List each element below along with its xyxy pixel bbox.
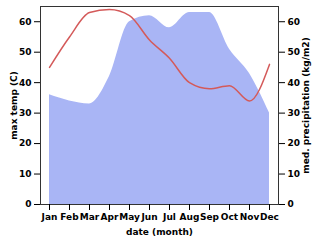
svg-text:Dec: Dec [260,212,279,222]
svg-text:10: 10 [19,169,32,179]
svg-text:10: 10 [288,169,301,179]
svg-text:May: May [119,212,140,222]
svg-text:60: 60 [19,17,32,27]
svg-text:Jan: Jan [41,212,58,222]
svg-text:0: 0 [25,199,31,209]
svg-text:0: 0 [288,199,294,209]
svg-text:Nov: Nov [240,212,260,222]
svg-text:Sep: Sep [200,212,220,222]
svg-text:Aug: Aug [180,212,200,222]
svg-text:60: 60 [288,17,301,27]
svg-text:40: 40 [19,78,32,88]
svg-text:30: 30 [288,108,301,118]
svg-text:max temp (C): max temp (C) [9,71,19,140]
svg-text:40: 40 [288,78,301,88]
svg-text:Jul: Jul [162,212,176,222]
svg-text:med. precipitation (kg/m2): med. precipitation (kg/m2) [301,37,311,173]
svg-text:50: 50 [19,47,32,57]
svg-text:20: 20 [288,138,301,148]
svg-text:20: 20 [19,138,32,148]
svg-text:50: 50 [288,47,301,57]
svg-text:Apr: Apr [101,212,119,222]
svg-text:date (month): date (month) [126,227,193,237]
svg-text:30: 30 [19,108,32,118]
svg-text:Feb: Feb [60,212,79,222]
svg-text:Jun: Jun [140,212,157,222]
svg-text:Mar: Mar [80,212,100,222]
svg-text:Oct: Oct [221,212,239,222]
